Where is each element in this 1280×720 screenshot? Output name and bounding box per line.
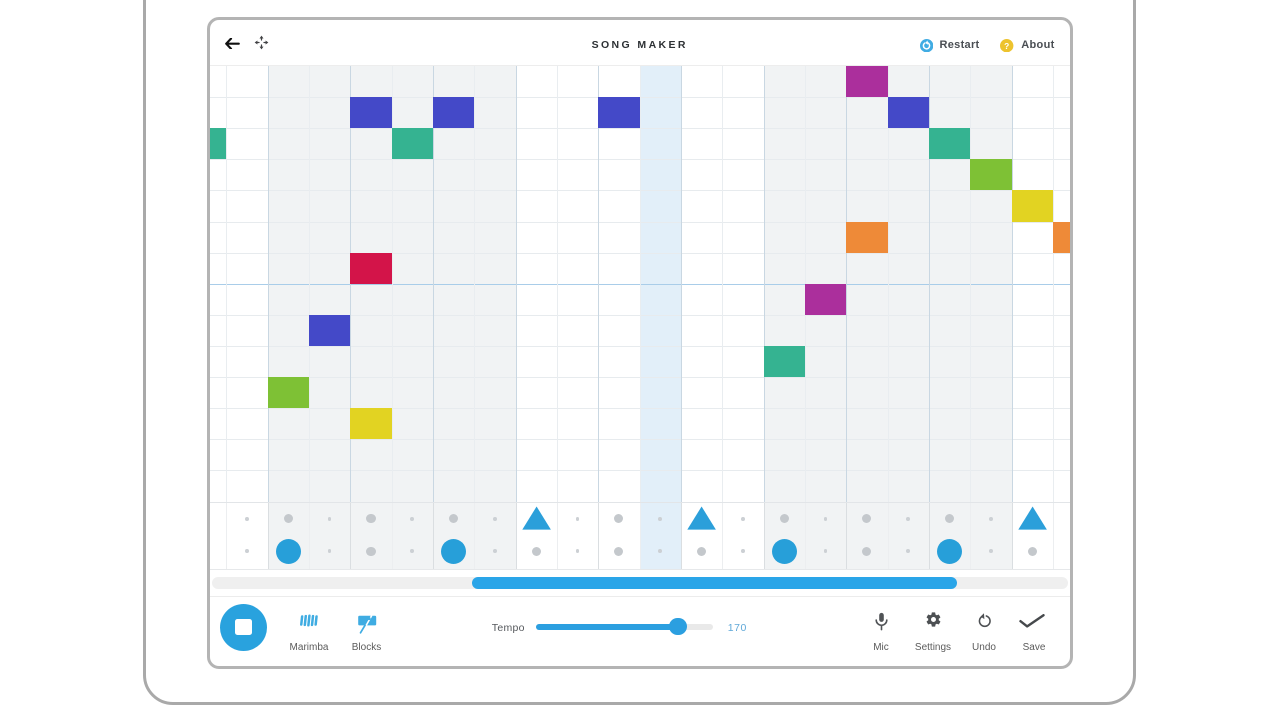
svg-text:?: ?	[1005, 40, 1010, 50]
